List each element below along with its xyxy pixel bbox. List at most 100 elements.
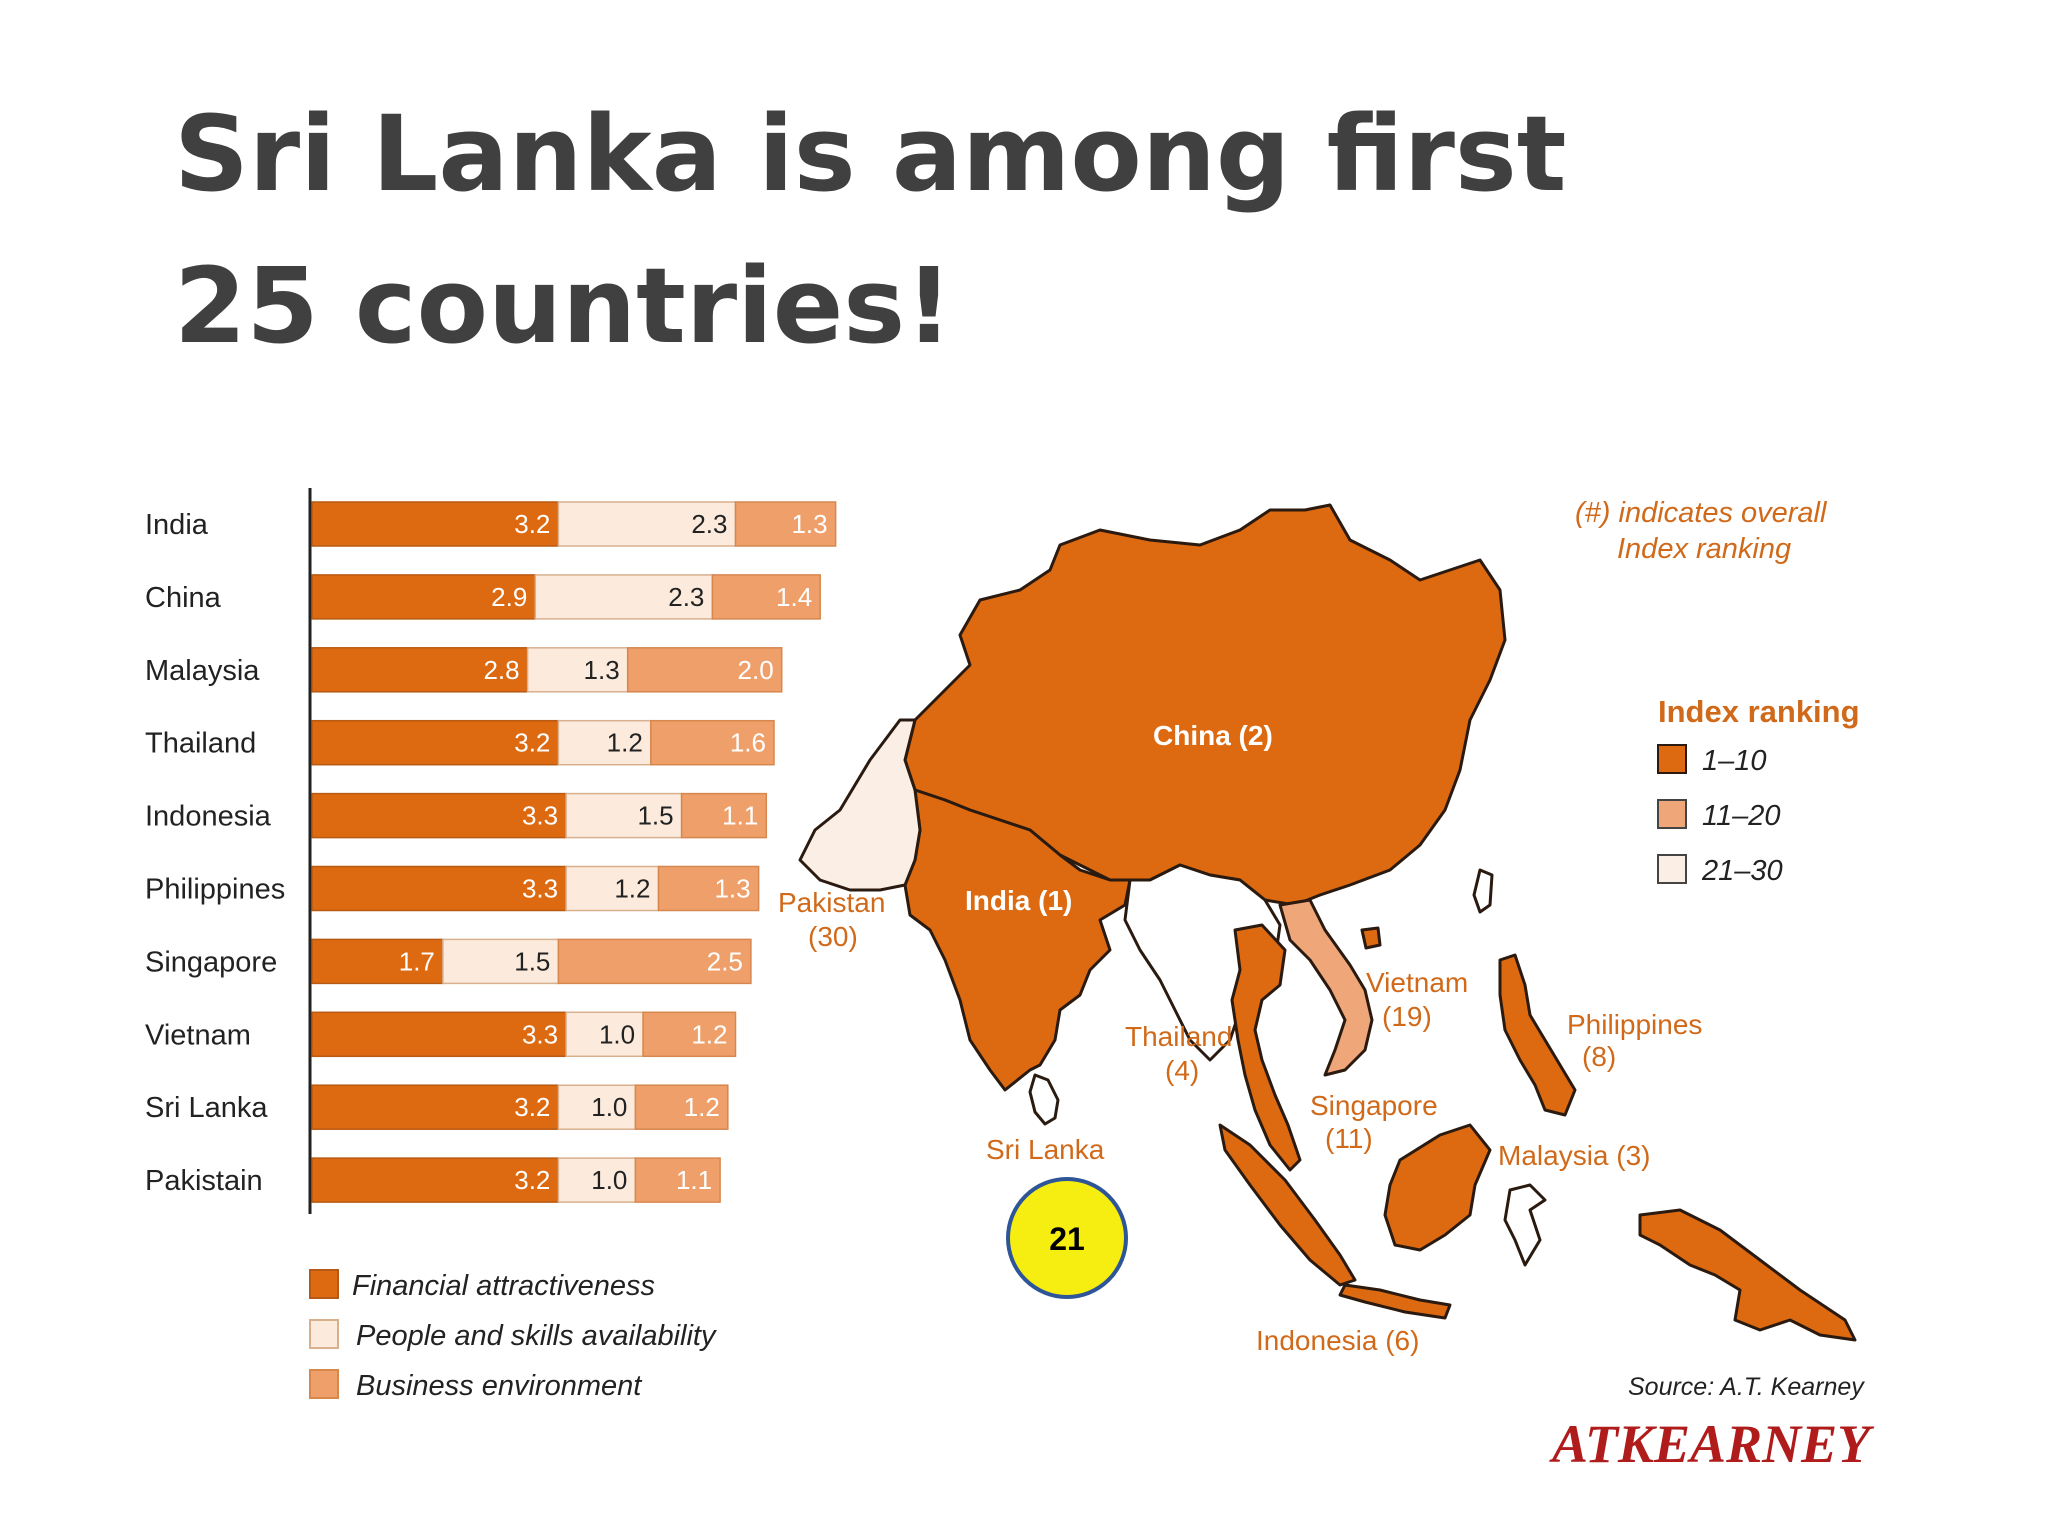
bar-value-label: 2.3 xyxy=(668,582,704,612)
bar-value-label: 3.2 xyxy=(514,1165,550,1195)
legend-swatch-people xyxy=(309,1319,339,1349)
source-label: Source: A.T. Kearney xyxy=(1628,1373,1865,1401)
bar-segment-business xyxy=(634,1157,721,1203)
bar-segment-people xyxy=(565,865,660,912)
bar-category-label: Thailand xyxy=(145,728,256,760)
bar-value-label: 1.3 xyxy=(584,655,620,685)
bar-value-label: 3.2 xyxy=(514,1092,550,1122)
bar-segment-people xyxy=(442,938,560,985)
bar-legend: Financial attractiveness People and skil… xyxy=(309,1269,717,1402)
rank-swatch-11-20 xyxy=(1657,799,1687,829)
bar-segment-business xyxy=(626,647,783,693)
bar-value-label: 1.3 xyxy=(791,509,827,539)
bar-category-label: Philippines xyxy=(145,874,285,906)
bar-value-label: 1.2 xyxy=(691,1019,727,1049)
map-region-borneo xyxy=(1383,1123,1492,1252)
bar-segment-financial xyxy=(311,1157,560,1203)
map-region-sulawesi xyxy=(1503,1183,1547,1267)
legend-label-people: People and skills availability xyxy=(356,1320,717,1352)
bar-segment-financial xyxy=(311,865,567,912)
bar-category-label: Malaysia xyxy=(145,655,260,687)
bar-segment-financial xyxy=(311,938,444,985)
bar-value-label: 1.2 xyxy=(607,728,643,758)
rank-swatch-21-30 xyxy=(1657,854,1687,884)
bar-category-label: Vietnam xyxy=(145,1019,251,1051)
map-region-sri-lanka xyxy=(1028,1073,1060,1126)
map-label-philippines-rank: (8) xyxy=(1582,1041,1616,1072)
map-label-thailand-name: Thailand xyxy=(1125,1021,1232,1052)
legend-swatch-business xyxy=(309,1369,339,1399)
bar-value-label: 2.0 xyxy=(738,655,774,685)
bar-value-label: 1.0 xyxy=(591,1092,627,1122)
bar-value-label: 1.4 xyxy=(776,582,812,612)
bar-value-label: 2.3 xyxy=(691,509,727,539)
bar-value-label: 3.3 xyxy=(522,1019,558,1049)
bar-value-label: 3.3 xyxy=(522,874,558,904)
ranking-note-line2: Index ranking xyxy=(1617,533,1791,565)
map-region-hainan xyxy=(1360,926,1382,950)
map-label-vietnam-name: Vietnam xyxy=(1366,967,1468,998)
bar-value-label: 1.7 xyxy=(399,946,435,976)
bar-segment-business xyxy=(650,719,775,766)
slide-title: Sri Lanka is among first 25 countries! xyxy=(174,93,1567,367)
map-label-singapore-rank: (11) xyxy=(1325,1123,1373,1154)
bar-segment-financial xyxy=(311,501,560,547)
bar-segment-financial xyxy=(311,574,537,620)
bar-segment-business xyxy=(734,501,837,547)
map-region-india xyxy=(903,788,1132,1092)
rank-swatch-1-10 xyxy=(1657,744,1687,774)
map-label-philippines-name: Philippines xyxy=(1567,1009,1702,1040)
map-region-taiwan xyxy=(1472,868,1494,914)
stacked-bar-chart: India 3.2 2.3 1.3 China 2.9 2.3 1.4 Malaysia 2.8 1… xyxy=(145,488,837,1214)
map-label-pakistan-name: Pakistan xyxy=(778,887,885,918)
legend-label-financial: Financial attractiveness xyxy=(352,1270,655,1302)
bar-value-label: 1.1 xyxy=(676,1165,712,1195)
map-label-singapore-name: Singapore xyxy=(1310,1090,1438,1121)
bar-rows: India 3.2 2.3 1.3 China 2.9 2.3 1.4 Malaysia 2.8 1… xyxy=(145,501,837,1203)
map-label-thailand-rank: (4) xyxy=(1165,1055,1199,1086)
bar-segment-financial xyxy=(311,1011,567,1058)
bar-value-label: 1.5 xyxy=(514,946,550,976)
rank-badge-text: 21 xyxy=(1049,1221,1085,1257)
rank-badge-circle xyxy=(1006,1177,1128,1299)
bar-segment-business xyxy=(557,938,752,985)
bar-segment-people xyxy=(557,1084,637,1130)
bar-segment-financial xyxy=(311,1084,560,1130)
bar-segment-business xyxy=(634,1084,729,1130)
bar-category-label: India xyxy=(145,509,209,541)
legend-swatch-financial xyxy=(309,1269,339,1299)
map-region-java xyxy=(1338,1283,1452,1320)
atkearney-logo: ATKEARNEY xyxy=(1549,1414,1875,1474)
bar-segment-people xyxy=(565,1011,644,1058)
rank-label-1-10: 1–10 xyxy=(1702,745,1767,777)
bar-category-label: China xyxy=(145,582,222,614)
bar-segment-business xyxy=(642,1011,737,1058)
map-label-sri-lanka: Sri Lanka xyxy=(986,1134,1105,1165)
bar-value-label: 1.5 xyxy=(637,801,673,831)
bar-value-label: 1.1 xyxy=(722,801,758,831)
map-label-malaysia: Malaysia (3) xyxy=(1498,1140,1650,1171)
bar-segment-people xyxy=(557,1157,637,1203)
map-region-thailand xyxy=(1230,923,1302,1172)
legend-label-business: Business environment xyxy=(356,1370,643,1402)
bar-segment-business xyxy=(711,574,821,620)
map-label-pakistan-rank: (30) xyxy=(808,921,858,952)
bar-value-label: 1.0 xyxy=(591,1165,627,1195)
bar-segment-people xyxy=(557,501,737,547)
rank-label-11-20: 11–20 xyxy=(1702,800,1781,832)
bar-value-label: 1.6 xyxy=(730,728,766,758)
index-ranking-title: Index ranking xyxy=(1658,694,1860,729)
bar-value-label: 2.5 xyxy=(707,946,743,976)
bar-value-label: 3.2 xyxy=(514,509,550,539)
map-region-vietnam xyxy=(1278,898,1374,1077)
bar-value-label: 2.8 xyxy=(483,655,519,685)
map-region-philippines xyxy=(1498,953,1577,1117)
bar-value-label: 3.3 xyxy=(522,801,558,831)
map-label-china: China (2) xyxy=(1153,720,1273,751)
map-region-pakistan xyxy=(798,718,922,892)
bar-segment-business xyxy=(680,792,768,839)
bar-segment-people xyxy=(557,719,652,766)
bar-value-label: 1.3 xyxy=(714,874,750,904)
bar-value-label: 1.2 xyxy=(614,874,650,904)
